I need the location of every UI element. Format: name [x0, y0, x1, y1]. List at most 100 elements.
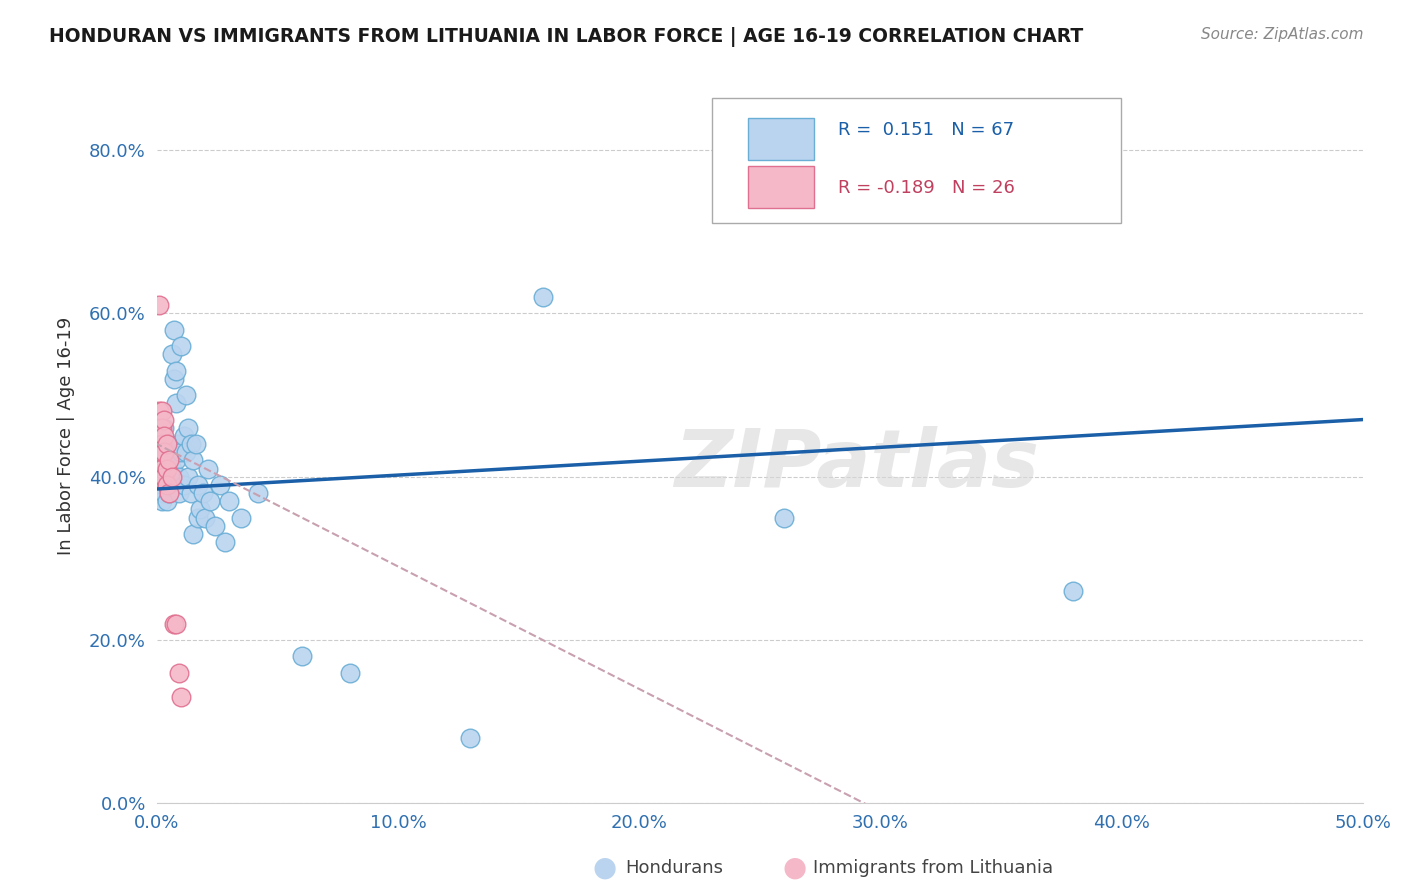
- Point: [153, 437, 176, 451]
- Point: [150, 478, 173, 492]
- Point: [174, 388, 197, 402]
- Point: [167, 437, 190, 451]
- Point: [460, 731, 482, 745]
- Point: [163, 323, 186, 337]
- Point: [177, 469, 200, 483]
- Point: [156, 478, 179, 492]
- Point: [150, 494, 173, 508]
- Point: [170, 690, 193, 705]
- Point: [208, 478, 231, 492]
- Point: [148, 453, 170, 467]
- Text: Immigrants from Lithuania: Immigrants from Lithuania: [813, 859, 1053, 877]
- Text: Source: ZipAtlas.com: Source: ZipAtlas.com: [1201, 27, 1364, 42]
- Point: [170, 339, 193, 353]
- Point: [187, 478, 209, 492]
- Point: [157, 453, 180, 467]
- Point: [173, 478, 195, 492]
- Point: [153, 469, 176, 483]
- Point: [160, 445, 183, 459]
- Point: [153, 445, 176, 459]
- Point: [160, 478, 183, 492]
- Point: [157, 469, 180, 483]
- Point: [190, 502, 212, 516]
- Point: [150, 461, 173, 475]
- Y-axis label: In Labor Force | Age 16-19: In Labor Force | Age 16-19: [58, 317, 75, 555]
- Text: HONDURAN VS IMMIGRANTS FROM LITHUANIA IN LABOR FORCE | AGE 16-19 CORRELATION CHA: HONDURAN VS IMMIGRANTS FROM LITHUANIA IN…: [49, 27, 1084, 46]
- Point: [157, 486, 180, 500]
- Point: [184, 437, 207, 451]
- Text: ●: ●: [782, 854, 807, 882]
- Point: [150, 421, 173, 435]
- Text: R = -0.189   N = 26: R = -0.189 N = 26: [838, 179, 1015, 197]
- Point: [163, 616, 186, 631]
- Point: [231, 510, 253, 524]
- Point: [170, 445, 193, 459]
- Point: [148, 437, 170, 451]
- Point: [153, 486, 176, 500]
- Point: [150, 461, 173, 475]
- Point: [167, 665, 190, 680]
- Point: [157, 437, 180, 451]
- Point: [531, 290, 554, 304]
- Point: [180, 486, 202, 500]
- Point: [160, 461, 183, 475]
- Point: [194, 510, 217, 524]
- Point: [150, 429, 173, 443]
- Point: [156, 478, 179, 492]
- Point: [197, 461, 219, 475]
- Point: [153, 469, 176, 483]
- Point: [167, 469, 190, 483]
- FancyBboxPatch shape: [711, 98, 1122, 223]
- Point: [167, 486, 190, 500]
- Point: [191, 486, 214, 500]
- Point: [773, 510, 796, 524]
- Point: [339, 665, 361, 680]
- Point: [214, 535, 236, 549]
- Text: ●: ●: [592, 854, 617, 882]
- Text: ZIPatlas: ZIPatlas: [673, 426, 1039, 504]
- Point: [165, 453, 187, 467]
- Point: [181, 527, 204, 541]
- Point: [160, 469, 183, 483]
- Point: [157, 486, 180, 500]
- Point: [153, 453, 176, 467]
- Point: [163, 469, 186, 483]
- Point: [148, 453, 170, 467]
- Point: [153, 429, 176, 443]
- Point: [148, 404, 170, 418]
- Point: [148, 469, 170, 483]
- Point: [156, 461, 179, 475]
- Point: [150, 445, 173, 459]
- Bar: [748, 166, 814, 208]
- Point: [148, 437, 170, 451]
- Text: Hondurans: Hondurans: [626, 859, 724, 877]
- Point: [148, 486, 170, 500]
- Point: [177, 421, 200, 435]
- Point: [148, 421, 170, 435]
- Point: [156, 445, 179, 459]
- Point: [165, 616, 187, 631]
- Point: [173, 429, 195, 443]
- Point: [157, 453, 180, 467]
- Point: [247, 486, 270, 500]
- Point: [291, 649, 314, 664]
- Point: [1062, 584, 1084, 599]
- Point: [148, 445, 170, 459]
- Point: [165, 363, 187, 377]
- Point: [153, 412, 176, 426]
- Point: [181, 453, 204, 467]
- Point: [150, 437, 173, 451]
- Point: [218, 494, 240, 508]
- Point: [187, 510, 209, 524]
- Bar: [748, 118, 814, 161]
- Point: [148, 298, 170, 312]
- Point: [156, 494, 179, 508]
- Point: [150, 404, 173, 418]
- Point: [153, 421, 176, 435]
- Point: [198, 494, 221, 508]
- Point: [165, 396, 187, 410]
- Point: [180, 437, 202, 451]
- Point: [150, 445, 173, 459]
- Point: [156, 437, 179, 451]
- Text: R =  0.151   N = 67: R = 0.151 N = 67: [838, 120, 1014, 138]
